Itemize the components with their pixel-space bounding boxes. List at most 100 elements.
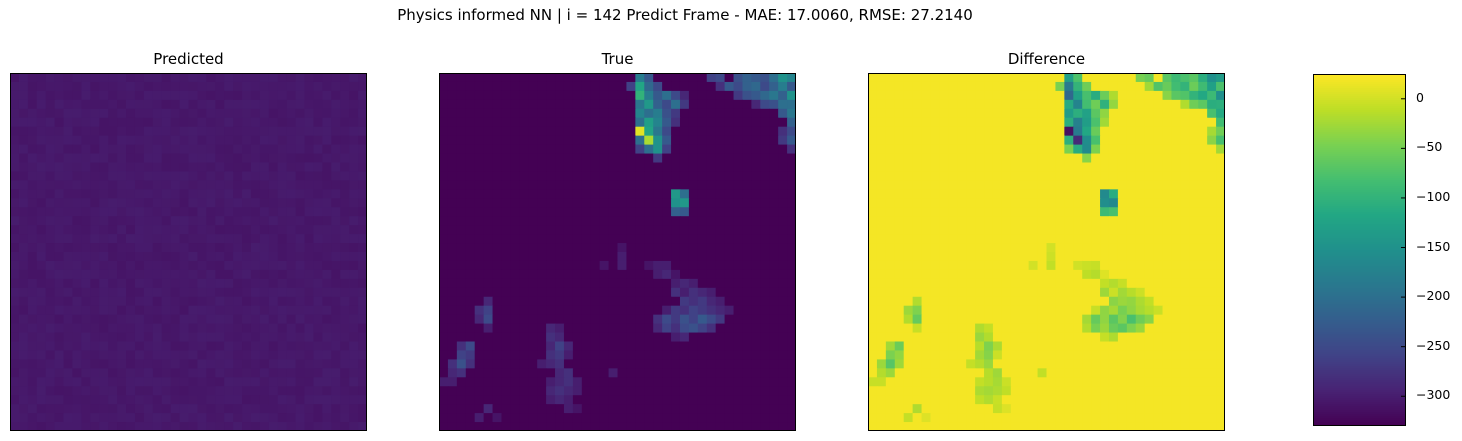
true-cell (679, 350, 690, 360)
true-cell (671, 332, 681, 343)
predicted-cell (322, 171, 332, 181)
true-cell (733, 260, 744, 271)
difference-cell (1126, 117, 1137, 128)
predicted-cell (99, 180, 109, 190)
difference-cell (1198, 359, 1208, 369)
colorbar-svg (1313, 74, 1406, 427)
difference-cell (1100, 296, 1110, 307)
true-cell (572, 135, 583, 146)
difference-cell (1100, 216, 1110, 226)
difference-cell (948, 386, 958, 396)
predicted-cell (179, 413, 190, 423)
predicted-cell (108, 413, 118, 423)
true-cell (635, 260, 645, 271)
difference-cell (876, 108, 887, 119)
difference-cell (966, 278, 976, 289)
predicted-cell (99, 332, 109, 343)
true-cell (590, 260, 601, 271)
predicted-cell (108, 305, 118, 316)
true-cell (581, 332, 592, 343)
difference-cell (992, 341, 1003, 352)
difference-cell (1010, 413, 1021, 423)
predicted-cell (45, 108, 56, 119)
difference-cell (1162, 225, 1173, 235)
predicted-cell (36, 117, 47, 128)
difference-cell (1117, 171, 1128, 181)
difference-cell (876, 341, 887, 352)
predicted-cell (99, 171, 109, 181)
true-cell (555, 350, 565, 360)
predicted-cell (81, 296, 91, 307)
true-cell (697, 216, 708, 226)
difference-cell (1207, 350, 1217, 360)
predicted-cell (349, 135, 359, 146)
predicted-cell (188, 126, 199, 137)
difference-cell (921, 171, 932, 181)
difference-cell (1028, 377, 1039, 387)
predicted-cell (259, 278, 270, 289)
predicted-cell (215, 359, 225, 369)
predicted-cell (340, 332, 350, 343)
true-cell (510, 144, 520, 155)
true-cell (688, 332, 699, 343)
predicted-cell (358, 126, 367, 137)
colorbar-segment (1313, 110, 1406, 113)
predicted-cell (45, 126, 56, 137)
difference-cell (1198, 368, 1208, 378)
difference-cell (1091, 207, 1101, 217)
true-cell (635, 180, 645, 190)
difference-cell (921, 180, 932, 190)
difference-cell (948, 225, 958, 235)
difference-cell (921, 108, 932, 119)
colorbar-segment (1313, 330, 1406, 333)
predicted-cell (54, 269, 65, 280)
true-cell (635, 135, 645, 146)
predicted-cell (197, 144, 207, 155)
true-cell (626, 359, 636, 369)
true-cell (474, 171, 485, 181)
difference-cell (975, 377, 985, 387)
predicted-cell (188, 117, 199, 128)
true-cell (679, 162, 690, 173)
true-cell (510, 278, 520, 289)
colorbar-segment (1313, 98, 1406, 101)
true-cell (555, 189, 565, 199)
true-cell (492, 278, 503, 289)
true-cell (697, 323, 708, 334)
predicted-cell (134, 180, 145, 190)
true-cell (608, 126, 619, 137)
predicted-cell (152, 413, 163, 423)
difference-cell (1046, 305, 1057, 316)
difference-cell (1082, 386, 1092, 396)
difference-cell (1189, 341, 1199, 352)
predicted-cell (349, 207, 359, 217)
predicted-cell (179, 287, 190, 298)
difference-cell (948, 216, 958, 226)
difference-cell (1189, 225, 1199, 235)
difference-cell (876, 90, 887, 101)
true-cell (742, 216, 752, 226)
predicted-cell (242, 377, 252, 387)
predicted-cell (45, 243, 56, 253)
true-cell (617, 243, 628, 253)
true-cell (644, 422, 654, 431)
true-cell (626, 162, 636, 173)
difference-cell (1082, 162, 1092, 173)
true-cell (599, 305, 610, 316)
difference-cell (1216, 117, 1225, 128)
predicted-cell (72, 225, 83, 235)
true-cell (447, 135, 458, 146)
difference-heatmap-svg (868, 73, 1225, 431)
difference-cell (1108, 296, 1119, 307)
difference-cell (885, 341, 896, 352)
true-cell (617, 144, 628, 155)
predicted-cell (277, 234, 288, 244)
true-cell (555, 278, 565, 289)
difference-cell (1126, 73, 1137, 83)
true-cell (456, 404, 467, 414)
predicted-cell (161, 269, 172, 280)
true-cell (581, 386, 592, 396)
true-cell (679, 135, 690, 146)
predicted-cell (63, 296, 74, 307)
true-cell (581, 225, 592, 235)
